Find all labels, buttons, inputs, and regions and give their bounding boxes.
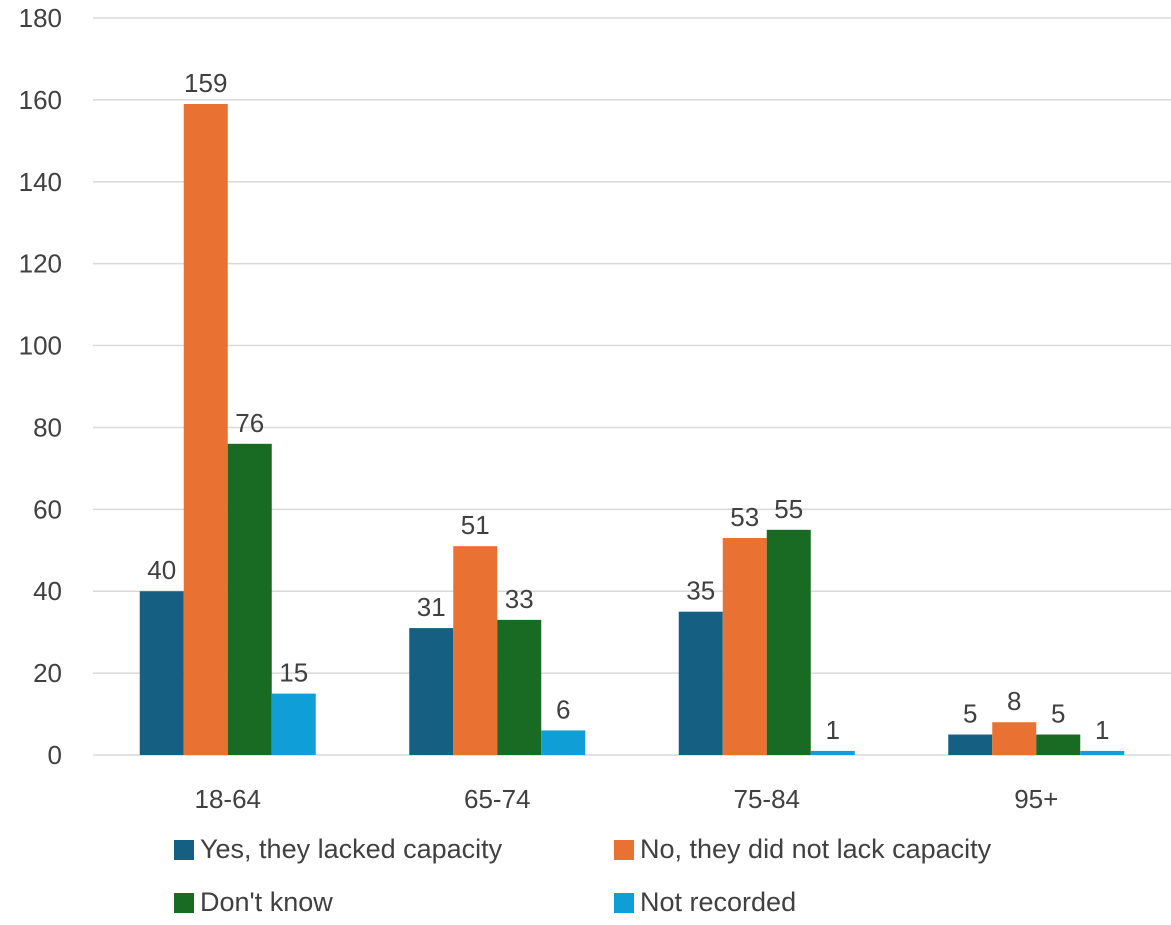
data-label: 1 (1095, 715, 1109, 745)
data-label: 8 (1007, 686, 1021, 716)
legend-swatch (614, 840, 634, 860)
legend-item-yes-they-lacked-capacity: Yes, they lacked capacity (174, 834, 503, 864)
legend-swatch (614, 893, 634, 913)
legend: Yes, they lacked capacity No, they did no… (174, 834, 992, 917)
data-label: 33 (505, 584, 534, 614)
bar-no-they-did-not-lack-capacity-18-64 (183, 103, 228, 755)
legend-label: Don't know (200, 887, 333, 917)
y-tick-label: 120 (19, 249, 62, 279)
legend-item-not-recorded: Not recorded (614, 887, 796, 917)
legend-label: Yes, they lacked capacity (200, 834, 503, 864)
y-tick-label: 60 (33, 494, 62, 524)
y-axis-tick-labels: 0 20 40 60 80 100 120 140 160 180 (19, 3, 62, 770)
bar-yes-they-lacked-capacity-95 (948, 734, 993, 755)
legend-item-don-t-know: Don't know (174, 887, 333, 917)
grid-lines (93, 17, 1171, 756)
bar-no-they-did-not-lack-capacity-75-84 (722, 537, 767, 755)
data-label: 76 (235, 408, 264, 438)
bar-not-recorded-95 (1080, 750, 1125, 755)
legend-swatch (174, 840, 194, 860)
bar-not-recorded-65-74 (541, 730, 586, 755)
data-label: 53 (730, 502, 759, 532)
bar-don-t-know-18-64 (227, 443, 272, 755)
bar-yes-they-lacked-capacity-18-64 (139, 591, 184, 755)
data-label: 15 (279, 658, 308, 688)
y-tick-label: 80 (33, 412, 62, 442)
data-label: 1 (826, 715, 840, 745)
bar-don-t-know-65-74 (497, 619, 542, 755)
x-axis-tick-labels: 18-64 65-74 75-84 95+ (195, 784, 1059, 814)
data-label: 159 (184, 68, 227, 98)
bar-yes-they-lacked-capacity-65-74 (409, 628, 454, 755)
bar-not-recorded-18-64 (271, 693, 316, 755)
data-label: 35 (686, 576, 715, 606)
x-tick-label: 75-84 (734, 784, 801, 814)
data-label: 5 (963, 699, 977, 729)
data-label: 51 (461, 510, 490, 540)
legend-label: Not recorded (640, 887, 796, 917)
y-tick-label: 140 (19, 167, 62, 197)
bar-no-they-did-not-lack-capacity-95 (992, 722, 1037, 755)
bar-don-t-know-95 (1036, 734, 1081, 755)
data-label: 40 (147, 555, 176, 585)
bar-no-they-did-not-lack-capacity-65-74 (453, 546, 498, 755)
x-tick-label: 65-74 (464, 784, 531, 814)
x-tick-label: 18-64 (195, 784, 262, 814)
y-tick-label: 20 (33, 658, 62, 688)
y-tick-label: 180 (19, 3, 62, 33)
legend-swatch (174, 893, 194, 913)
bar-yes-they-lacked-capacity-75-84 (678, 611, 723, 755)
y-tick-label: 40 (33, 576, 62, 606)
y-tick-label: 100 (19, 331, 62, 361)
x-tick-label: 95+ (1014, 784, 1058, 814)
legend-item-no-they-did-not-lack-capacity: No, they did not lack capacity (614, 834, 992, 864)
data-label: 31 (417, 592, 446, 622)
bar-not-recorded-75-84 (810, 750, 855, 755)
bar-don-t-know-75-84 (766, 529, 811, 755)
data-label: 55 (774, 494, 803, 524)
data-label: 5 (1051, 699, 1065, 729)
y-tick-label: 160 (19, 85, 62, 115)
legend-label: No, they did not lack capacity (640, 834, 992, 864)
data-label: 6 (556, 694, 570, 724)
y-tick-label: 0 (48, 740, 62, 770)
bars (139, 103, 1125, 755)
